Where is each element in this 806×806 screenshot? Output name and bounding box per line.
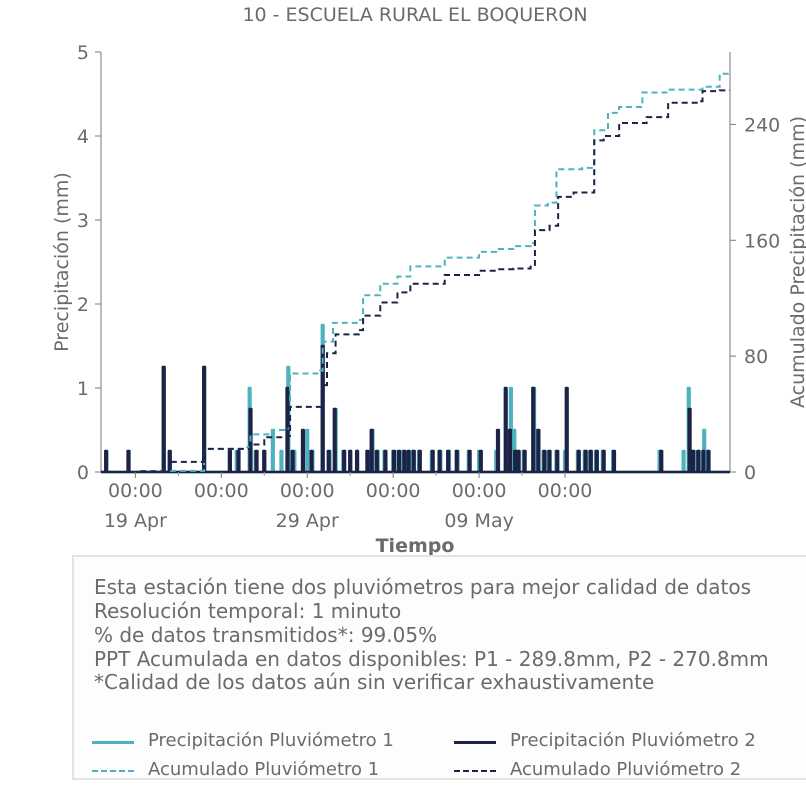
y-tick-label: 2: [77, 294, 89, 316]
series-line-precip-p2: [101, 344, 730, 474]
x-date-label: 19 Apr: [104, 510, 167, 532]
y2-tick-label: 80: [744, 346, 768, 368]
info-data-transmitted: % de datos transmitidos*: 99.05%: [94, 623, 438, 647]
series-layer: [101, 72, 730, 474]
x-date-label: 29 Apr: [276, 510, 339, 532]
legend-swatch-precip-p1: [92, 741, 134, 744]
y-tick-label: 3: [77, 210, 89, 232]
info-accumulated-ppt: PPT Acumulada en datos disponibles: P1 -…: [94, 647, 769, 671]
x-date-label: 09 May: [444, 510, 514, 532]
legend-swatch-accum-p2: [454, 770, 496, 772]
y2-tick-label: 240: [744, 114, 780, 136]
legend-swatch-accum-p1: [92, 770, 134, 772]
x-tick-label: 00:00: [280, 480, 335, 502]
legend-label-accum-p1: Acumulado Pluviómetro 1: [148, 759, 380, 780]
x-tick-label: 00:00: [538, 480, 593, 502]
legend-item-precip-p1: Precipitación Pluviómetro 1: [92, 730, 432, 754]
x-tick-label: 00:00: [194, 480, 249, 502]
series-line-accum-p1: [101, 72, 730, 473]
y-axis-label: Precipitación (mm): [51, 172, 73, 352]
legend-label-accum-p2: Acumulado Pluviómetro 2: [510, 759, 742, 780]
x-tick-label: 00:00: [366, 480, 421, 502]
legend-swatch-precip-p2: [454, 741, 496, 744]
info-two-gauges: Esta estación tiene dos pluviómetros par…: [94, 575, 752, 599]
y2-tick-label: 160: [744, 230, 780, 252]
info-panel: Esta estación tiene dos pluviómetros par…: [72, 555, 806, 780]
y-tick-label: 5: [77, 42, 89, 64]
ticks-layer: 0 1 2 3 4 5 0 80 160 240 00:00 19 Apr 00:00 00:00 29 A…: [77, 42, 780, 532]
legend-label-precip-p2: Precipitación Pluviómetro 2: [510, 730, 756, 751]
precipitation-chart: 10 - ESCUELA RURAL EL BOQUERON 0 1 2 3 4 5 0 80…: [51, 4, 806, 557]
series-line-accum-p2: [101, 89, 730, 473]
chart-title: 10 - ESCUELA RURAL EL BOQUERON: [242, 4, 587, 26]
x-tick-label: 00:00: [108, 480, 163, 502]
info-temporal-resolution: Resolución temporal: 1 minuto: [94, 599, 402, 623]
y-tick-label: 0: [77, 462, 89, 484]
x-axis-label: Tiempo: [376, 535, 455, 557]
legend-item-accum-p2: Acumulado Pluviómetro 2: [454, 759, 794, 783]
legend-label-precip-p1: Precipitación Pluviómetro 1: [148, 730, 394, 751]
legend-item-precip-p2: Precipitación Pluviómetro 2: [454, 730, 794, 754]
axes-layer: [100, 52, 731, 473]
y2-tick-label: 0: [744, 462, 756, 484]
info-quality-note: *Calidad de los datos aún sin verificar …: [94, 670, 655, 694]
legend-item-accum-p1: Acumulado Pluviómetro 1: [92, 759, 432, 783]
y2-axis-label: Acumulado Precipitación (mm): [787, 116, 806, 408]
series-line-precip-p1: [101, 323, 730, 474]
x-tick-label: 00:00: [452, 480, 507, 502]
y-tick-label: 1: [77, 378, 89, 400]
y-tick-label: 4: [77, 126, 89, 148]
